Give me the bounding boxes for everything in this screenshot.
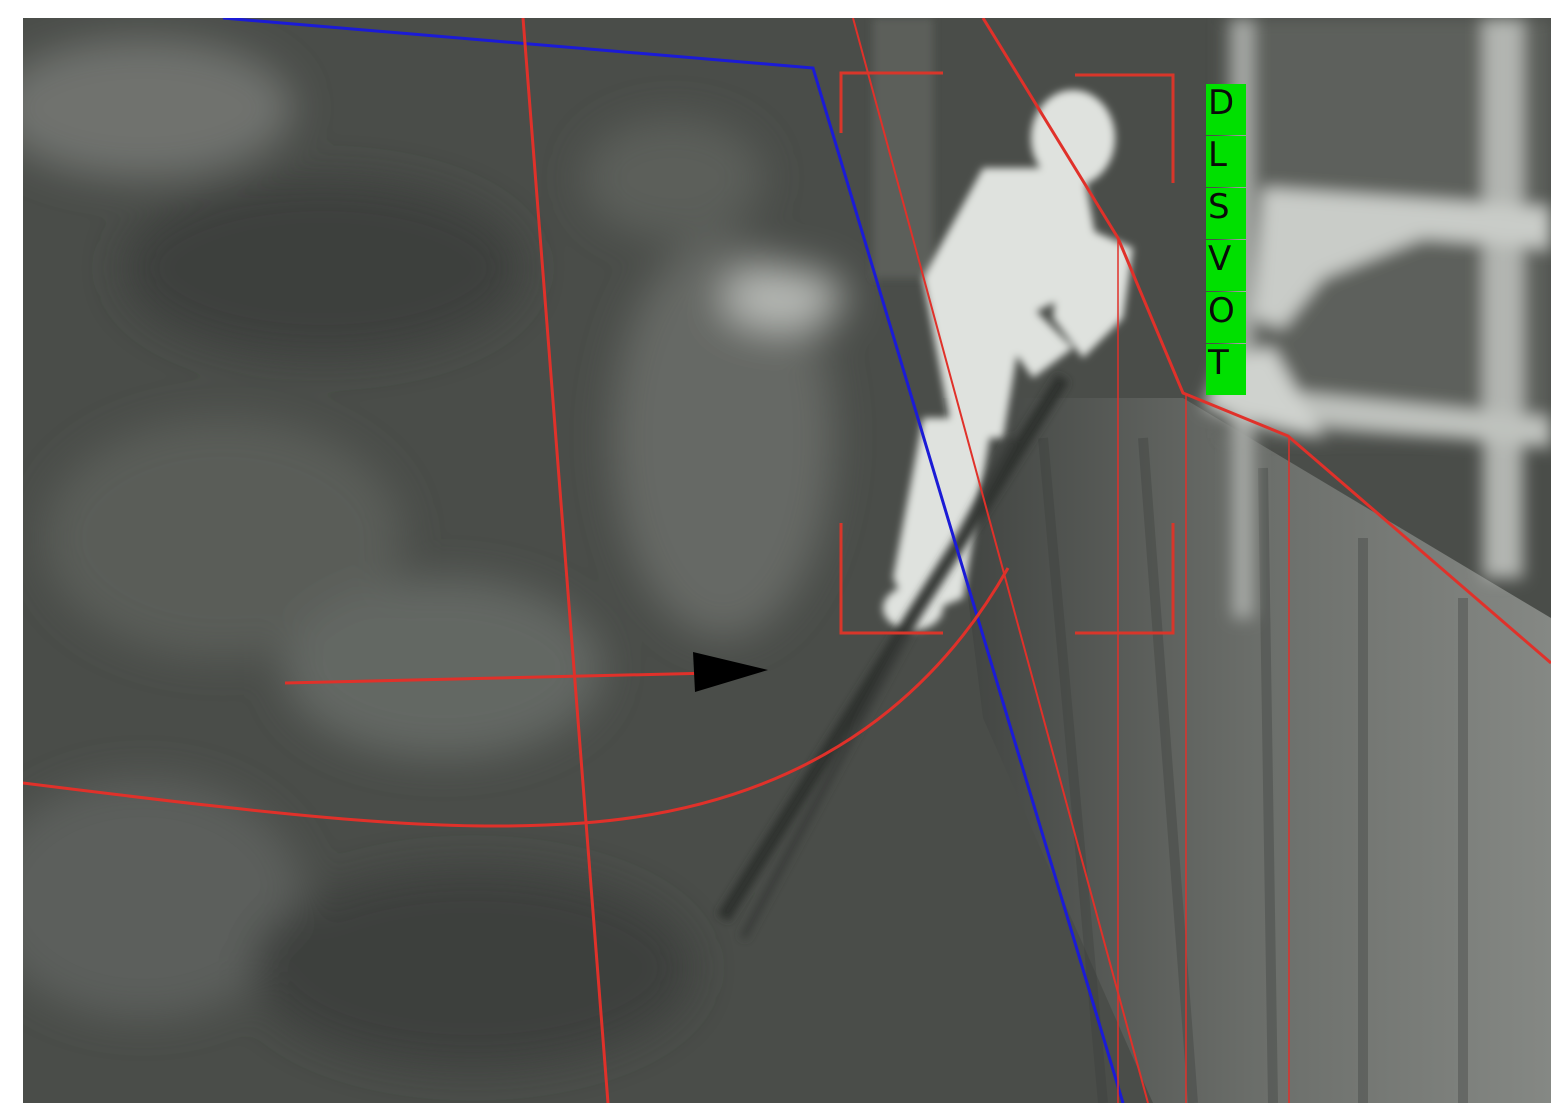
detection-box[interactable] [839,71,1175,635]
perimeter-line[interactable] [222,18,1125,1103]
ground-texture [23,38,843,1068]
zone-line-wall-top[interactable] [981,18,1551,665]
detection-box-corner-tl [839,71,943,133]
tag-d[interactable]: D [1206,84,1246,135]
detection-box-corner-br [1075,523,1175,635]
wall-surface [943,398,1551,1103]
tag-t[interactable]: T [1206,344,1246,395]
person-silhouette [883,90,1133,630]
pole-left [873,18,933,278]
detection-box-corner-tr [1075,73,1175,183]
tag-v[interactable]: V [1206,240,1246,291]
zone-curve[interactable] [23,567,1010,828]
analytics-overlay [23,18,1551,1103]
tag-o[interactable]: O [1206,292,1246,343]
beyond-wall [1203,18,1551,618]
direction-arrow-shaft[interactable] [284,671,714,685]
detection-box-corner-bl [839,523,943,635]
wall-stripes [1038,437,1468,1103]
zone-line-diagonal[interactable] [852,18,1149,1103]
zone-line-vertical-left[interactable] [521,18,610,1103]
video-viewport[interactable]: D L S V O T [23,18,1551,1103]
ladder [717,374,1069,940]
direction-arrowhead-icon[interactable] [693,652,768,692]
thermal-scene [23,18,1551,1103]
tag-l[interactable]: L [1206,136,1246,187]
tag-s[interactable]: S [1206,188,1246,239]
detection-tag-stack: D L S V O T [1206,84,1246,396]
